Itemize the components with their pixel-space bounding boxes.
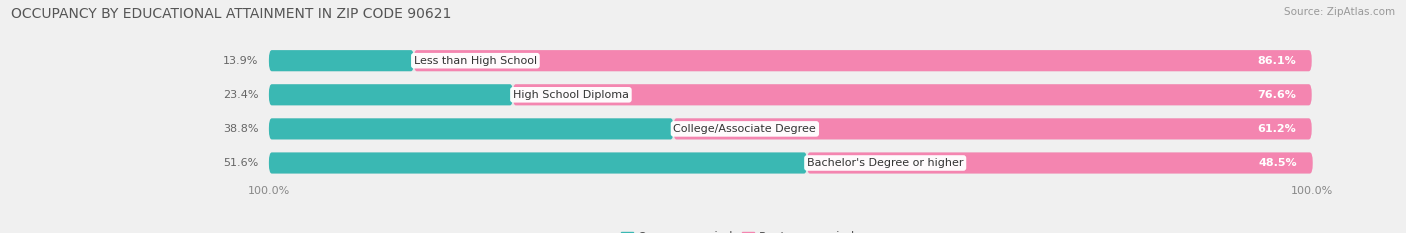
FancyBboxPatch shape [269,50,413,71]
Text: 76.6%: 76.6% [1257,90,1296,100]
Text: OCCUPANCY BY EDUCATIONAL ATTAINMENT IN ZIP CODE 90621: OCCUPANCY BY EDUCATIONAL ATTAINMENT IN Z… [11,7,451,21]
FancyBboxPatch shape [269,152,1312,174]
FancyBboxPatch shape [269,152,807,174]
Text: 61.2%: 61.2% [1257,124,1296,134]
Text: 23.4%: 23.4% [224,90,259,100]
FancyBboxPatch shape [513,84,1312,105]
Text: 48.5%: 48.5% [1258,158,1298,168]
FancyBboxPatch shape [269,118,673,140]
Text: 13.9%: 13.9% [224,56,259,66]
Text: 38.8%: 38.8% [224,124,259,134]
FancyBboxPatch shape [413,50,1312,71]
Text: High School Diploma: High School Diploma [513,90,628,100]
Text: 51.6%: 51.6% [224,158,259,168]
FancyBboxPatch shape [673,118,1312,140]
Text: Less than High School: Less than High School [413,56,537,66]
FancyBboxPatch shape [269,84,513,105]
FancyBboxPatch shape [807,152,1313,174]
Text: College/Associate Degree: College/Associate Degree [673,124,817,134]
Legend: Owner-occupied, Renter-occupied: Owner-occupied, Renter-occupied [616,226,860,233]
FancyBboxPatch shape [269,118,1312,140]
FancyBboxPatch shape [269,50,1312,71]
Text: Bachelor's Degree or higher: Bachelor's Degree or higher [807,158,963,168]
Text: Source: ZipAtlas.com: Source: ZipAtlas.com [1284,7,1395,17]
Text: 86.1%: 86.1% [1257,56,1296,66]
FancyBboxPatch shape [269,84,1312,105]
